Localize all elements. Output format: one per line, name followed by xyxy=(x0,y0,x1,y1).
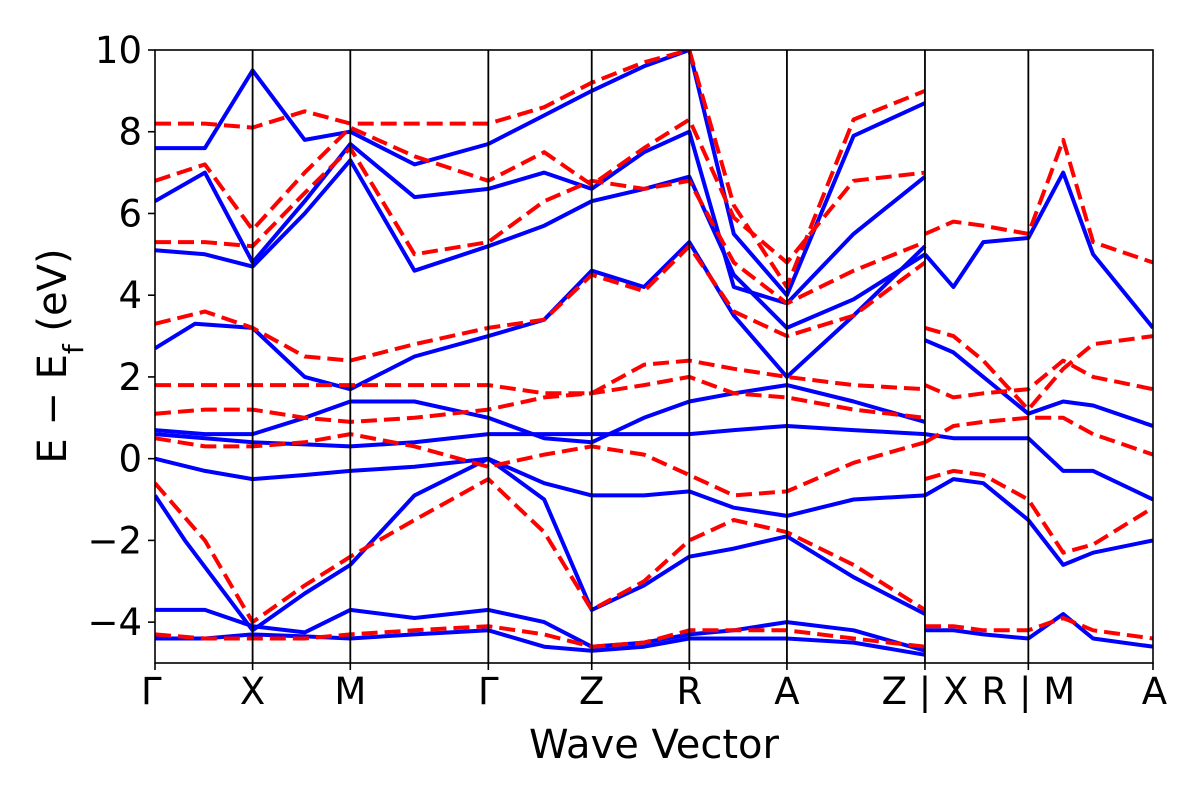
y-tick-label: 4 xyxy=(118,274,142,317)
dashed-band-line-26 xyxy=(924,415,1153,457)
y-axis: −4 −2 0 2 4 6 8 10 xyxy=(87,29,155,644)
x-axis-label: Wave Vector xyxy=(529,722,780,768)
solid-band-line-14 xyxy=(923,170,1153,330)
y-axis-label: E − Ef (eV) xyxy=(30,248,90,463)
x-tick-label: Z xyxy=(579,670,604,713)
dashed-band-line-17 xyxy=(155,477,927,625)
x-tick-label: A xyxy=(774,670,799,713)
x-tick-label: Γ xyxy=(141,670,162,713)
dashed-band-line-25 xyxy=(924,468,1153,555)
solid-band-line-1 xyxy=(155,628,926,657)
y-tick-label: 2 xyxy=(118,356,142,399)
dashed-band-line-22 xyxy=(155,146,926,306)
solid-band-line-6 xyxy=(155,383,926,445)
dashed-band-line-29 xyxy=(924,137,1153,265)
x-tick-label: X xyxy=(240,670,265,713)
dashed-band-line-18 xyxy=(155,432,926,498)
y-tick-label: 8 xyxy=(118,111,142,154)
x-tick-label: Γ xyxy=(478,670,499,713)
solid-band-line-15 xyxy=(925,612,1153,649)
y-axis-label-subscript: f xyxy=(57,343,90,354)
y-axis-label-main: E − E xyxy=(30,354,76,464)
dashed-band-line-30 xyxy=(925,616,1153,641)
solid-band-line-9 xyxy=(155,129,927,306)
dashed-band-line-21 xyxy=(155,244,927,363)
y-tick-label: 6 xyxy=(118,192,142,235)
dashed-band-line-24 xyxy=(155,50,926,289)
y-axis-label-unit: (eV) xyxy=(30,248,76,344)
x-tick-label: R | M xyxy=(982,670,1076,713)
solid-band-line-4 xyxy=(155,456,926,518)
dashed-band-line-23 xyxy=(155,117,926,265)
dashed-band-line-20 xyxy=(155,358,926,396)
y-tick-label: 10 xyxy=(95,29,142,72)
solid-band-line-10 xyxy=(155,50,926,298)
solid-band-line-7 xyxy=(155,240,927,392)
band-lines xyxy=(155,50,1153,657)
dashed-band-line-27 xyxy=(924,358,1153,400)
solid-band-line-2 xyxy=(155,607,926,653)
solid-band-line-8 xyxy=(155,158,927,330)
dashed-band-line-28 xyxy=(924,325,1153,412)
x-tick-label: A xyxy=(1142,670,1167,713)
solid-band-line-3 xyxy=(155,456,926,633)
y-tick-label: −2 xyxy=(87,519,142,562)
high-symmetry-lines xyxy=(251,50,1030,663)
x-tick-label: Z | X xyxy=(882,670,969,713)
y-tick-label: −4 xyxy=(87,601,142,644)
y-tick-label: 0 xyxy=(118,438,142,481)
x-tick-label: M xyxy=(334,670,366,713)
dashed-band-line-16 xyxy=(155,624,926,649)
plot-frame xyxy=(154,49,1154,664)
solid-band-line-12 xyxy=(924,432,1153,502)
dashed-band-line-19 xyxy=(155,374,926,424)
solid-band-line-5 xyxy=(155,424,926,449)
x-axis: Γ X M Γ Z R A Z | X R | M A xyxy=(141,663,1167,713)
solid-band-line-11 xyxy=(924,477,1153,567)
x-tick-label: R xyxy=(676,670,702,713)
